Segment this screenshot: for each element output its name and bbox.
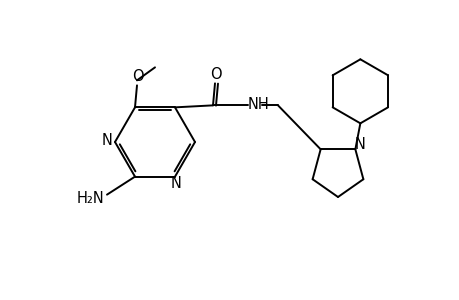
Text: N: N bbox=[101, 133, 112, 148]
Text: N: N bbox=[170, 176, 181, 191]
Text: N: N bbox=[354, 137, 365, 152]
Text: O: O bbox=[210, 67, 221, 82]
Text: NH: NH bbox=[247, 97, 269, 112]
Text: O: O bbox=[132, 69, 144, 84]
Text: H₂N: H₂N bbox=[77, 191, 105, 206]
